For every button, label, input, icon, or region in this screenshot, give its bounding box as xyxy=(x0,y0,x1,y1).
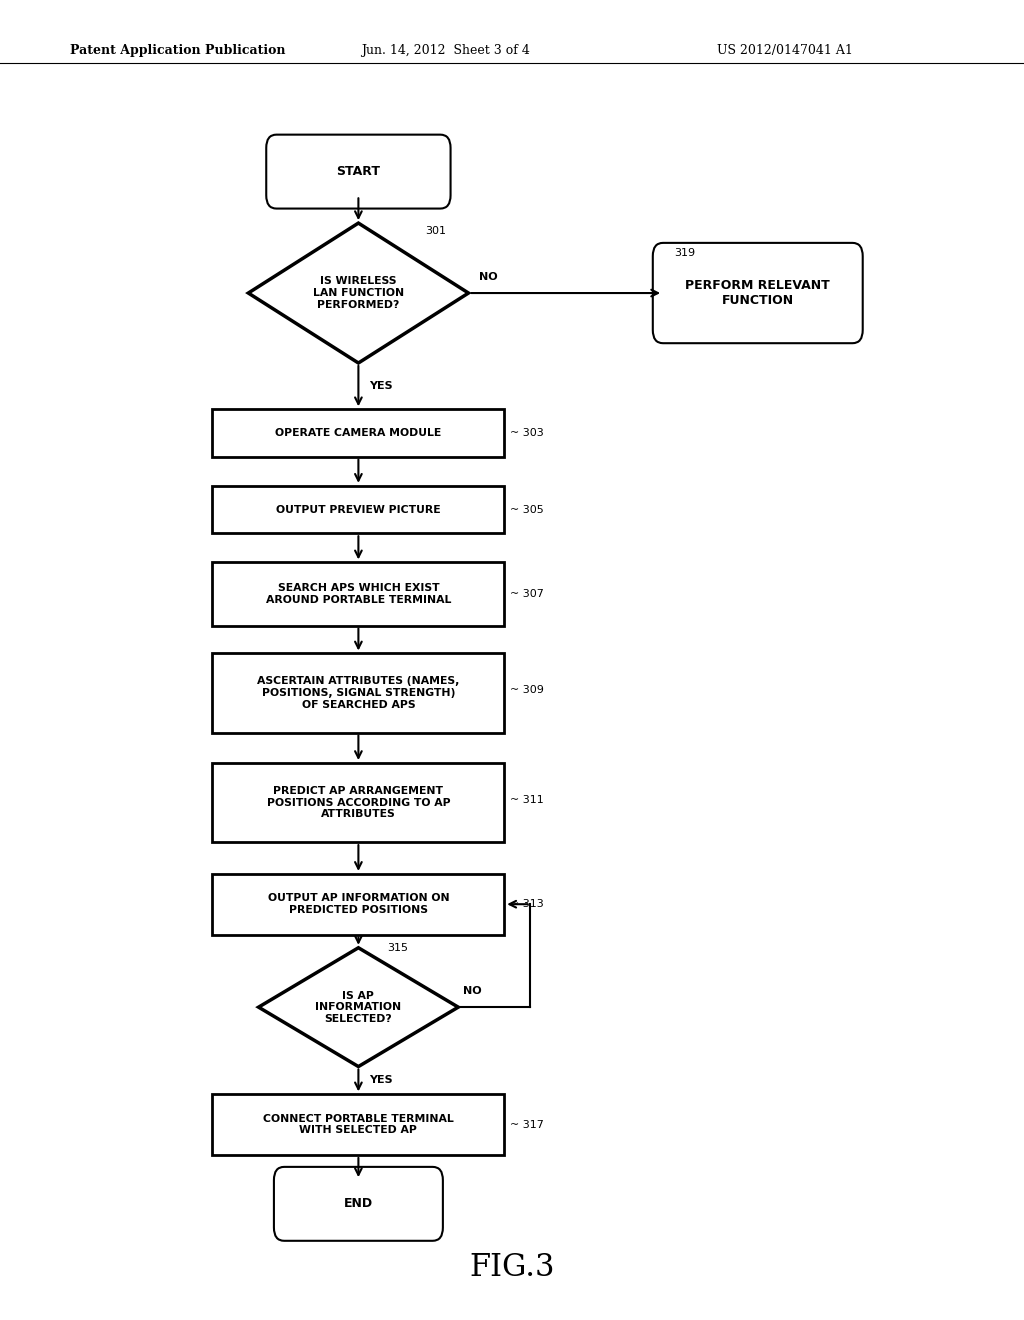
Polygon shape xyxy=(248,223,468,363)
Bar xyxy=(213,486,504,533)
Text: START: START xyxy=(337,165,380,178)
Text: Patent Application Publication: Patent Application Publication xyxy=(70,44,285,57)
Text: ASCERTAIN ATTRIBUTES (NAMES,
POSITIONS, SIGNAL STRENGTH)
OF SEARCHED APS: ASCERTAIN ATTRIBUTES (NAMES, POSITIONS, … xyxy=(257,676,460,710)
Text: YES: YES xyxy=(369,381,392,391)
Polygon shape xyxy=(258,948,459,1067)
Text: US 2012/0147041 A1: US 2012/0147041 A1 xyxy=(717,44,853,57)
Text: PREDICT AP ARRANGEMENT
POSITIONS ACCORDING TO AP
ATTRIBUTES: PREDICT AP ARRANGEMENT POSITIONS ACCORDI… xyxy=(266,785,451,820)
Bar xyxy=(213,874,504,935)
Bar xyxy=(213,409,504,457)
Text: OUTPUT AP INFORMATION ON
PREDICTED POSITIONS: OUTPUT AP INFORMATION ON PREDICTED POSIT… xyxy=(267,894,450,915)
Text: END: END xyxy=(344,1197,373,1210)
Text: Jun. 14, 2012  Sheet 3 of 4: Jun. 14, 2012 Sheet 3 of 4 xyxy=(361,44,529,57)
FancyBboxPatch shape xyxy=(266,135,451,209)
Bar xyxy=(213,562,504,626)
Text: NO: NO xyxy=(478,272,498,282)
Text: 319: 319 xyxy=(674,248,695,259)
Text: IS AP
INFORMATION
SELECTED?: IS AP INFORMATION SELECTED? xyxy=(315,990,401,1024)
Text: 301: 301 xyxy=(425,226,446,236)
Text: NO: NO xyxy=(463,986,482,997)
Bar xyxy=(213,653,504,733)
Text: OUTPUT PREVIEW PICTURE: OUTPUT PREVIEW PICTURE xyxy=(276,504,440,515)
Text: ~ 303: ~ 303 xyxy=(510,428,544,438)
Text: SEARCH APS WHICH EXIST
AROUND PORTABLE TERMINAL: SEARCH APS WHICH EXIST AROUND PORTABLE T… xyxy=(265,583,452,605)
Text: ~ 317: ~ 317 xyxy=(510,1119,544,1130)
Text: ~ 307: ~ 307 xyxy=(510,589,544,599)
Text: YES: YES xyxy=(369,1076,392,1085)
Text: IS WIRELESS
LAN FUNCTION
PERFORMED?: IS WIRELESS LAN FUNCTION PERFORMED? xyxy=(313,276,403,310)
Bar xyxy=(213,1094,504,1155)
Text: ~ 309: ~ 309 xyxy=(510,685,544,696)
Text: OPERATE CAMERA MODULE: OPERATE CAMERA MODULE xyxy=(275,428,441,438)
Text: ~ 311: ~ 311 xyxy=(510,795,544,805)
Bar xyxy=(213,763,504,842)
Text: PERFORM RELEVANT
FUNCTION: PERFORM RELEVANT FUNCTION xyxy=(685,279,830,308)
FancyBboxPatch shape xyxy=(273,1167,442,1241)
Text: ~ 305: ~ 305 xyxy=(510,504,544,515)
Text: FIG.3: FIG.3 xyxy=(469,1251,555,1283)
Text: 315: 315 xyxy=(387,942,409,953)
FancyBboxPatch shape xyxy=(653,243,862,343)
Text: ~ 313: ~ 313 xyxy=(510,899,544,909)
Text: CONNECT PORTABLE TERMINAL
WITH SELECTED AP: CONNECT PORTABLE TERMINAL WITH SELECTED … xyxy=(263,1114,454,1135)
